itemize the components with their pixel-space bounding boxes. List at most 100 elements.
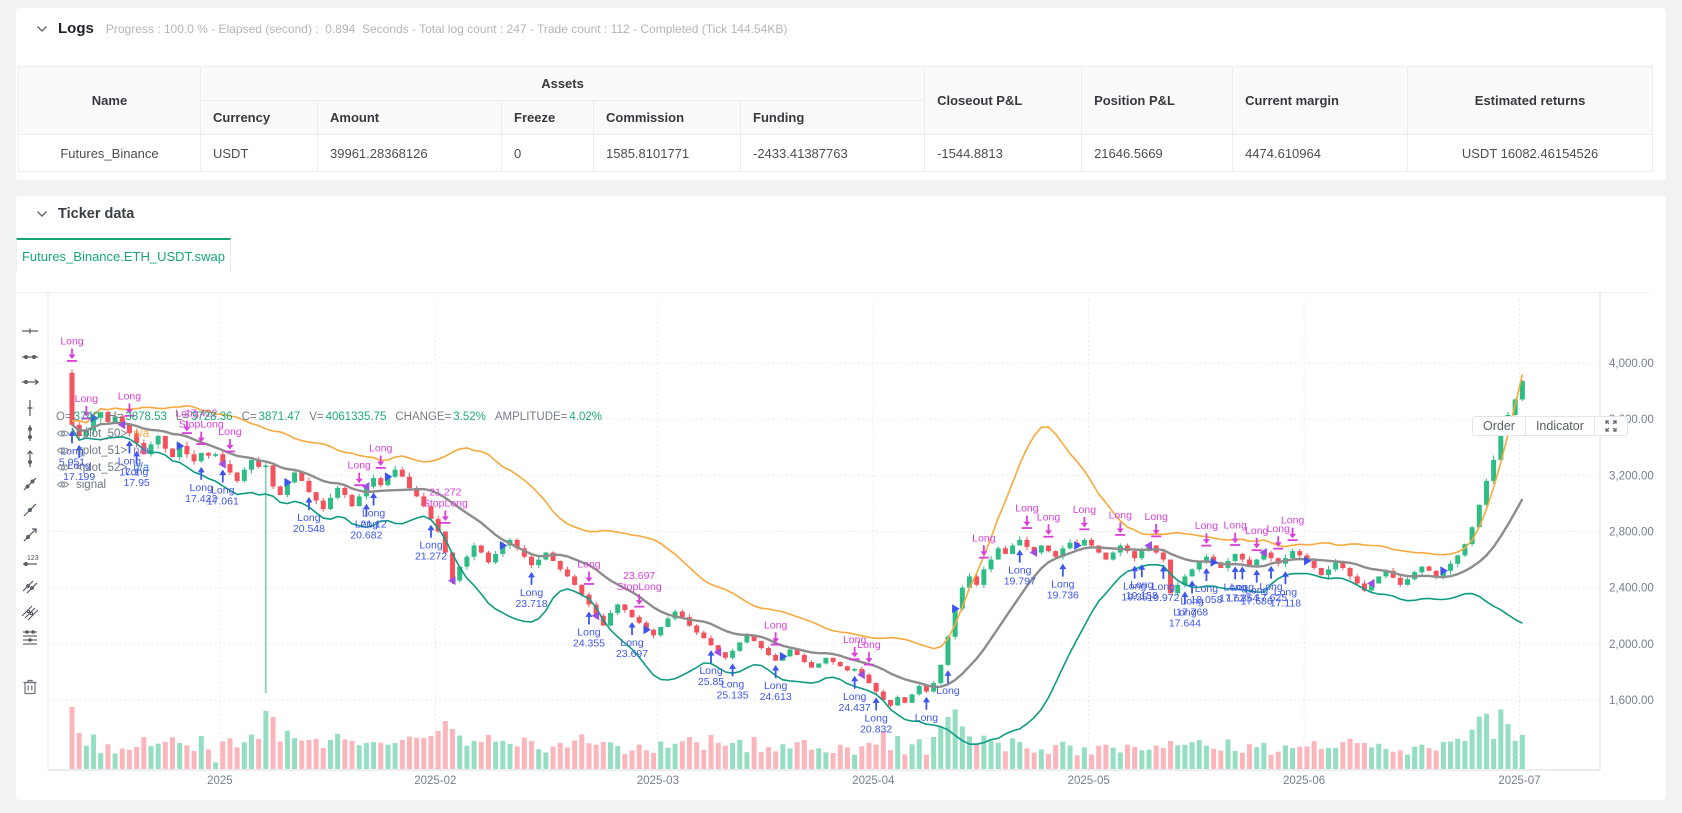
svg-text:123: 123 xyxy=(27,555,39,562)
vertical-segment-icon[interactable] xyxy=(20,398,40,418)
vertical-line-icon[interactable] xyxy=(20,423,40,443)
collapse-chevron-icon[interactable] xyxy=(36,25,48,33)
svg-text:Long: Long xyxy=(1245,585,1269,597)
collapse-chevron-icon[interactable] xyxy=(36,210,48,218)
svg-text:20.682: 20.682 xyxy=(350,530,382,542)
horizontal-ray-icon[interactable] xyxy=(20,372,40,392)
svg-text:Long: Long xyxy=(355,519,379,531)
ohlc-readout: O= 3740 H= 3878.53 L= 3728.36 C= 3871.47 V= 40613… xyxy=(56,411,611,423)
svg-text:Long: Long xyxy=(211,485,235,497)
logs-header: Logs Progress : 100.0 % - Elapsed (secon… xyxy=(36,20,787,37)
svg-text:Long: Long xyxy=(764,680,788,692)
svg-text:Long: Long xyxy=(1152,581,1176,593)
ohlc-label: H= xyxy=(108,411,124,423)
trend-ray-icon[interactable] xyxy=(20,525,40,545)
accounts-table: Name Assets Closeout P&L Position P&L Cu… xyxy=(18,66,1654,172)
logs-progress-text: Progress : 100.0 % - Elapsed (second) : … xyxy=(105,21,788,36)
svg-text:Long: Long xyxy=(175,408,199,420)
tab-ticker-symbol[interactable]: Futures_Binance.ETH_USDT.swap xyxy=(16,238,231,272)
svg-text:19.35: 19.35 xyxy=(1121,592,1147,604)
trash-icon[interactable] xyxy=(20,676,40,696)
indicator-button[interactable]: Indicator xyxy=(1524,417,1594,435)
svg-text:25.85: 25.85 xyxy=(698,676,724,688)
svg-text:2,800.00: 2,800.00 xyxy=(1609,526,1654,538)
ohlc-label: O= xyxy=(56,411,72,423)
svg-text:StopLong: StopLong xyxy=(617,581,662,593)
col-header-position-pnl: Position P&L xyxy=(1081,66,1234,135)
svg-text:Long: Long xyxy=(1073,504,1097,516)
svg-text:17.422: 17.422 xyxy=(185,408,217,420)
svg-text:17.061: 17.061 xyxy=(207,496,239,508)
svg-text:Long: Long xyxy=(1130,579,1154,591)
cell-account-name: Futures_Binance xyxy=(18,134,201,172)
svg-text:Long: Long xyxy=(915,712,939,724)
ticker-header: Ticker data xyxy=(36,206,134,222)
logs-title: Logs xyxy=(58,20,94,37)
trend-line-icon[interactable] xyxy=(20,500,40,520)
order-button[interactable]: Order xyxy=(1483,419,1515,433)
eye-icon[interactable] xyxy=(56,429,70,438)
ohlc-value: 3728.36 xyxy=(191,411,233,423)
svg-text:Long: Long xyxy=(1008,565,1032,577)
svg-text:Long: Long xyxy=(936,685,960,697)
svg-text:17.686: 17.686 xyxy=(1241,596,1273,608)
eye-icon[interactable] xyxy=(56,446,70,455)
svg-text:Long: Long xyxy=(362,507,386,519)
svg-text:25.135: 25.135 xyxy=(716,689,748,701)
svg-text:23.697: 23.697 xyxy=(623,570,655,582)
svg-text:2025-07: 2025-07 xyxy=(1498,775,1540,787)
svg-text:23.718: 23.718 xyxy=(515,598,547,610)
cell-closeout-pnl: -1544.8813 xyxy=(924,134,1083,172)
ohlc-value: 4.02% xyxy=(569,411,603,423)
svg-text:20.832: 20.832 xyxy=(860,723,892,735)
legend-row-plot52: <plot_52> n/a xyxy=(56,461,611,474)
svg-text:Long: Long xyxy=(218,426,242,438)
svg-text:Long: Long xyxy=(1281,515,1305,527)
vertical-ray-icon[interactable] xyxy=(20,449,40,469)
svg-text:Long: Long xyxy=(1015,503,1039,515)
trend-segment-icon[interactable] xyxy=(20,474,40,494)
fullscreen-button[interactable] xyxy=(1593,417,1627,435)
cell-estimated-returns: USDT 16082.46154526 xyxy=(1407,134,1654,172)
svg-text:Long: Long xyxy=(1173,607,1197,619)
svg-text:Long: Long xyxy=(1051,579,1075,591)
svg-text:21.272: 21.272 xyxy=(429,486,461,498)
svg-text:2025-06: 2025-06 xyxy=(1283,775,1325,787)
ohlc-value: 3871.47 xyxy=(258,411,301,423)
fibonacci-lines-icon[interactable] xyxy=(20,627,40,647)
parallel-lines-icon[interactable] xyxy=(20,576,40,596)
svg-text:23.697: 23.697 xyxy=(616,648,648,660)
cell-funding: -2433.41387763 xyxy=(739,134,926,172)
price-channel-icon[interactable] xyxy=(20,602,40,622)
ohlc-value: 3878.53 xyxy=(125,411,167,423)
svg-text:2025-02: 2025-02 xyxy=(414,775,456,787)
svg-text:19.972: 19.972 xyxy=(1147,592,1179,604)
col-group-assets: Assets xyxy=(199,66,926,101)
eye-icon[interactable] xyxy=(56,480,70,489)
kline-chart[interactable]: O= 3740 H= 3878.53 L= 3728.36 C= 3871.47 V= 40613… xyxy=(16,292,1666,796)
horizontal-line-icon[interactable] xyxy=(20,347,40,367)
eye-icon[interactable] xyxy=(56,463,70,472)
svg-text:Long: Long xyxy=(348,460,372,472)
svg-text:17.422: 17.422 xyxy=(185,493,217,505)
svg-text:3,200.00: 3,200.00 xyxy=(1609,470,1654,482)
svg-text:24.613: 24.613 xyxy=(760,691,792,703)
svg-text:Long: Long xyxy=(1223,581,1247,593)
svg-text:Long: Long xyxy=(1195,520,1219,532)
price-line-icon[interactable]: 123 xyxy=(20,551,40,571)
svg-text:Long: Long xyxy=(972,532,996,544)
svg-text:18.058: 18.058 xyxy=(1190,594,1222,606)
svg-text:24.355: 24.355 xyxy=(573,637,605,649)
cell-freeze: 0 xyxy=(501,134,594,172)
chart-toolbar: Order Indicator xyxy=(1472,416,1628,436)
ohlc-value: 4061335.75 xyxy=(325,411,387,423)
svg-text:17.199: 17.199 xyxy=(63,471,95,483)
svg-text:Long: Long xyxy=(577,559,601,571)
horizontal-segment-icon[interactable] xyxy=(20,321,40,341)
col-header-name: Name xyxy=(18,66,201,135)
chart-legend: O= 3740 H= 3878.53 L= 3728.36 C= 3871.47 V= 40613… xyxy=(56,411,611,491)
svg-text:StopLong: StopLong xyxy=(179,419,224,431)
col-header-current-margin: Current margin xyxy=(1232,66,1409,135)
candlestick-plot[interactable]: 4,000.003,600.003,200.002,800.002,400.00… xyxy=(16,292,1666,796)
logs-panel: Logs Progress : 100.0 % - Elapsed (secon… xyxy=(16,8,1666,180)
